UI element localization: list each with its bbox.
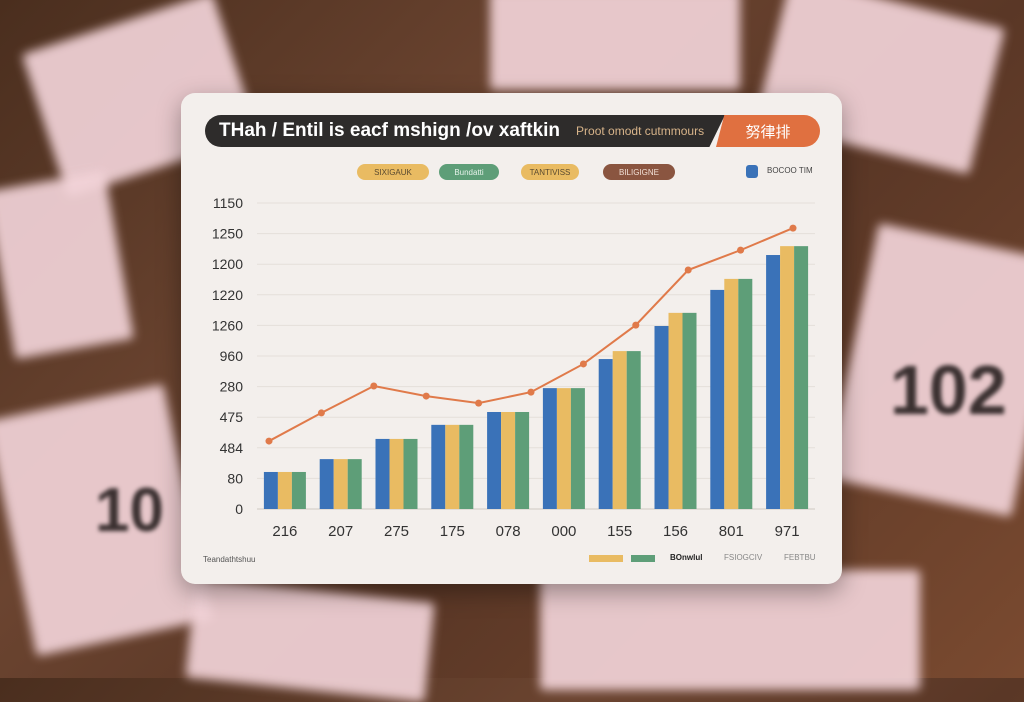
x-tick-label: 175 xyxy=(440,523,465,540)
bar xyxy=(556,388,571,509)
trend-point xyxy=(422,392,430,400)
chart-card: THah / Entil is eacf mshign /ov xaftkin … xyxy=(181,93,842,584)
trend-point xyxy=(684,266,692,274)
legend-swatch-blue xyxy=(746,165,758,178)
x-tick-label: 275 xyxy=(384,523,409,540)
trend-point xyxy=(579,360,587,368)
bar xyxy=(389,438,404,509)
bar xyxy=(487,411,502,509)
footer-label-2: FSIOGCIV xyxy=(724,553,763,562)
bar xyxy=(724,278,739,509)
footer-swatch-yellow xyxy=(589,555,623,562)
chart-subtitle: Proot omodt cutmmours xyxy=(576,124,705,138)
y-tick-label: 1150 xyxy=(213,195,243,211)
bar xyxy=(766,255,781,509)
legend-pill-2: Bundatti xyxy=(439,164,499,180)
bar xyxy=(668,312,683,509)
legend-pill-3: TANTIVISS xyxy=(521,164,579,180)
x-tick-label: 156 xyxy=(663,523,688,540)
x-tick-label: 801 xyxy=(719,523,744,540)
y-tick-label: 484 xyxy=(220,440,244,456)
footer-legend-label: BOnwlul xyxy=(670,553,703,562)
bar xyxy=(319,459,334,509)
bar xyxy=(459,424,474,509)
x-tick-label: 216 xyxy=(272,523,297,540)
bar xyxy=(431,424,446,509)
legend-label-blue: BOCOO TIM xyxy=(767,166,813,175)
x-tick-label: 155 xyxy=(607,523,632,540)
bar xyxy=(347,459,362,509)
bar xyxy=(570,388,585,509)
bar xyxy=(626,351,641,509)
bar xyxy=(403,438,418,509)
footer-note: Teandathtshuu xyxy=(203,555,256,564)
chart-title: THah / Entil is eacf mshign /ov xaftkin xyxy=(219,120,561,141)
bar xyxy=(738,278,753,509)
trend-point xyxy=(789,224,797,232)
y-tick-label: 1200 xyxy=(212,256,243,272)
bar xyxy=(794,246,809,509)
bar xyxy=(263,471,278,509)
y-tick-label: 1260 xyxy=(212,317,243,333)
y-tick-label: 475 xyxy=(220,409,244,425)
bar xyxy=(598,359,613,509)
y-tick-label: 0 xyxy=(235,501,243,517)
bar xyxy=(612,351,627,509)
bar xyxy=(291,471,306,509)
x-tick-label: 207 xyxy=(328,523,353,540)
bar xyxy=(682,312,697,509)
trend-point xyxy=(527,388,535,396)
x-tick-label: 078 xyxy=(496,523,521,540)
header-badge: 努律排 xyxy=(716,115,820,147)
trend-point xyxy=(370,382,378,390)
legend-pill-1: SIXIGAUK xyxy=(357,164,429,180)
bar xyxy=(542,388,557,509)
bar xyxy=(375,438,390,509)
bar xyxy=(515,411,530,509)
bar xyxy=(277,471,292,509)
bar xyxy=(710,289,725,509)
bar xyxy=(501,411,516,509)
x-tick-label: 000 xyxy=(551,523,576,540)
bar xyxy=(445,424,460,509)
trend-point xyxy=(737,246,745,254)
y-tick-label: 1220 xyxy=(212,287,243,303)
trend-point xyxy=(632,321,640,329)
bar xyxy=(780,246,795,509)
footer-swatch-green xyxy=(631,555,655,562)
y-tick-label: 1250 xyxy=(212,226,243,242)
title-bar: THah / Entil is eacf mshign /ov xaftkin … xyxy=(205,115,725,147)
bar xyxy=(333,459,348,509)
y-tick-label: 280 xyxy=(220,379,244,395)
x-tick-label: 971 xyxy=(775,523,800,540)
legend-pill-4: BILIGIGNE xyxy=(603,164,675,180)
trend-point xyxy=(475,399,483,407)
bar xyxy=(654,326,669,509)
footer-label-3: FEBTBU xyxy=(784,553,816,562)
y-tick-label: 960 xyxy=(220,348,244,364)
trend-point xyxy=(317,409,325,417)
y-tick-label: 80 xyxy=(227,470,243,486)
trend-point xyxy=(265,437,273,445)
chart-svg: 0 80 484 475 280 960 1260 1220 1200 1250 1150 216 20… xyxy=(212,195,815,540)
